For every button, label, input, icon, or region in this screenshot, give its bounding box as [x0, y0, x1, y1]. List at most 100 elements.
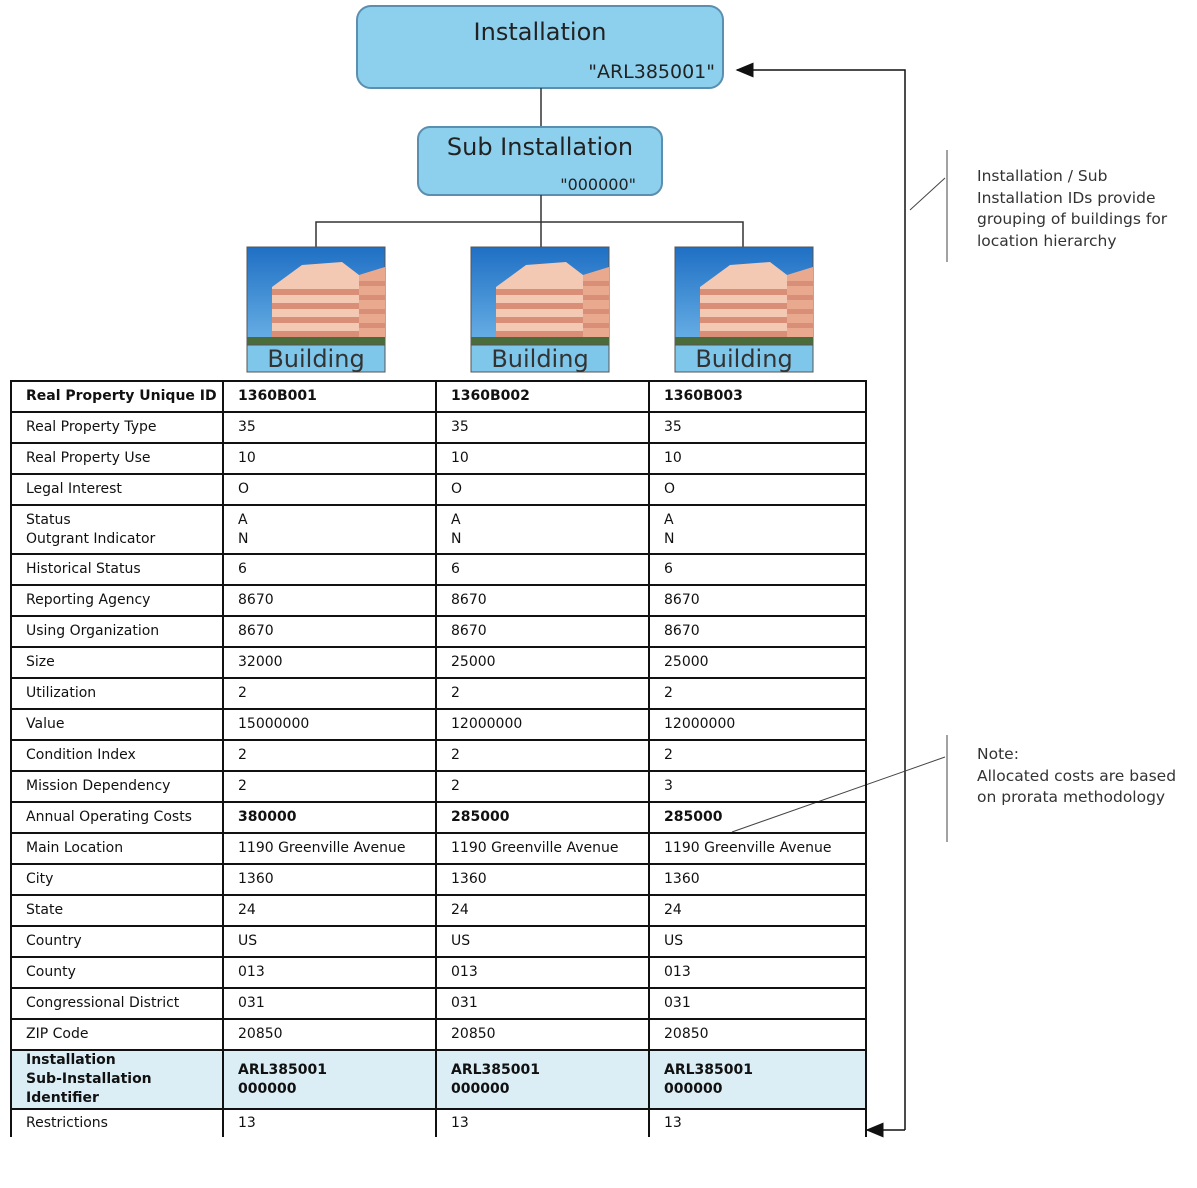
row-label: State [10, 894, 224, 927]
cell: 285000 [648, 801, 867, 834]
cell: 12000000 [648, 708, 867, 741]
cell: 013 [435, 956, 650, 989]
sub-installation-box [417, 126, 663, 196]
cell: 10 [435, 442, 650, 475]
cell: A N [222, 504, 437, 555]
cell: 20850 [648, 1018, 867, 1051]
table-row: Real Property Type 35 35 35 [10, 411, 867, 444]
table-row: Utilization 2 2 2 [10, 677, 867, 710]
note-line: Installation IDs provide [977, 188, 1156, 207]
cell: 2 [435, 770, 650, 803]
cell: 8670 [222, 615, 437, 648]
row-label: Using Organization [10, 615, 224, 648]
cell: 1190 Greenville Avenue [222, 832, 437, 865]
table-row: Value 15000000 12000000 12000000 [10, 708, 867, 741]
cell: 8670 [435, 584, 650, 617]
cell: 13 [648, 1108, 867, 1137]
row-label: Country [10, 925, 224, 958]
row-label: Restrictions [10, 1108, 224, 1137]
table-row: Legal Interest O O O [10, 473, 867, 506]
row-label: Legal Interest [10, 473, 224, 506]
cell: 6 [648, 553, 867, 586]
cell: 15000000 [222, 708, 437, 741]
cell: 1360B001 [222, 380, 437, 413]
cell: 8670 [648, 584, 867, 617]
row-label: Size [10, 646, 224, 679]
note-line: Allocated costs are based [977, 766, 1177, 785]
cell: ARL385001 000000 [435, 1049, 650, 1110]
cell: 20850 [435, 1018, 650, 1051]
cell: 2 [648, 739, 867, 772]
table-row: Real Property Unique ID 1360B001 1360B002 1… [10, 380, 867, 413]
table-row: County 013 013 013 [10, 956, 867, 989]
tree-connectors [315, 195, 744, 247]
cell: 031 [435, 987, 650, 1020]
row-label: Mission Dependency [10, 770, 224, 803]
cell: O [648, 473, 867, 506]
cell: ARL385001 000000 [648, 1049, 867, 1110]
cell: US [222, 925, 437, 958]
cell: 8670 [648, 615, 867, 648]
row-label: Value [10, 708, 224, 741]
table-row: State 24 24 24 [10, 894, 867, 927]
table-row: Country US US US [10, 925, 867, 958]
cell: 8670 [435, 615, 650, 648]
table-row: Main Location 1190 Greenville Avenue 1190 … [10, 832, 867, 865]
cell: 10 [222, 442, 437, 475]
cell: 380000 [222, 801, 437, 834]
cell: 6 [222, 553, 437, 586]
table-row: Annual Operating Costs 380000 285000 285000 [10, 801, 867, 834]
row-label: Installation Sub-Installation Identifier [10, 1049, 224, 1110]
cell: US [435, 925, 650, 958]
cell: 25000 [435, 646, 650, 679]
installation-title: Installation [474, 18, 607, 46]
cell: 24 [222, 894, 437, 927]
table-row: Real Property Use 10 10 10 [10, 442, 867, 475]
cell: 20850 [222, 1018, 437, 1051]
installation-id: "ARL385001" [588, 61, 715, 83]
table-row: Reporting Agency 8670 8670 8670 [10, 584, 867, 617]
note-line: grouping of buildings for [977, 210, 1168, 228]
cell: A N [648, 504, 867, 555]
cell: 1190 Greenville Avenue [435, 832, 650, 865]
sub-installation-id: "000000" [560, 175, 636, 194]
cell: 2 [648, 677, 867, 710]
building-label: Building [491, 345, 588, 373]
table-row: Mission Dependency 2 2 3 [10, 770, 867, 803]
cell: 285000 [435, 801, 650, 834]
building-label: Building [695, 345, 792, 373]
cell: 1360 [648, 863, 867, 896]
row-label: Main Location [10, 832, 224, 865]
table-row: Installation Sub-Installation Identifier… [10, 1049, 867, 1110]
cell: 35 [435, 411, 650, 444]
cell: 32000 [222, 646, 437, 679]
cell: US [648, 925, 867, 958]
row-label: Real Property Unique ID [10, 380, 224, 413]
table-row: City 1360 1360 1360 [10, 863, 867, 896]
cell: 8670 [222, 584, 437, 617]
building-label: Building [267, 345, 364, 373]
property-table: Real Property Unique ID 1360B001 1360B002 1… [10, 380, 867, 1137]
row-label: Real Property Type [10, 411, 224, 444]
arrows [735, 62, 906, 1138]
cell: 6 [435, 553, 650, 586]
cell: 1360B002 [435, 380, 650, 413]
row-label: Congressional District [10, 987, 224, 1020]
row-label: Condition Index [10, 739, 224, 772]
cell: 1360 [435, 863, 650, 896]
row-label: City [10, 863, 224, 896]
row-label: Historical Status [10, 553, 224, 586]
table-row: Size 32000 25000 25000 [10, 646, 867, 679]
cell: 3 [648, 770, 867, 803]
table-row: Using Organization 8670 8670 8670 [10, 615, 867, 648]
cell: 031 [222, 987, 437, 1020]
cell: 10 [648, 442, 867, 475]
cell: A N [435, 504, 650, 555]
cell: 2 [435, 739, 650, 772]
cell: 35 [222, 411, 437, 444]
cell: 1360B003 [648, 380, 867, 413]
cell: O [435, 473, 650, 506]
